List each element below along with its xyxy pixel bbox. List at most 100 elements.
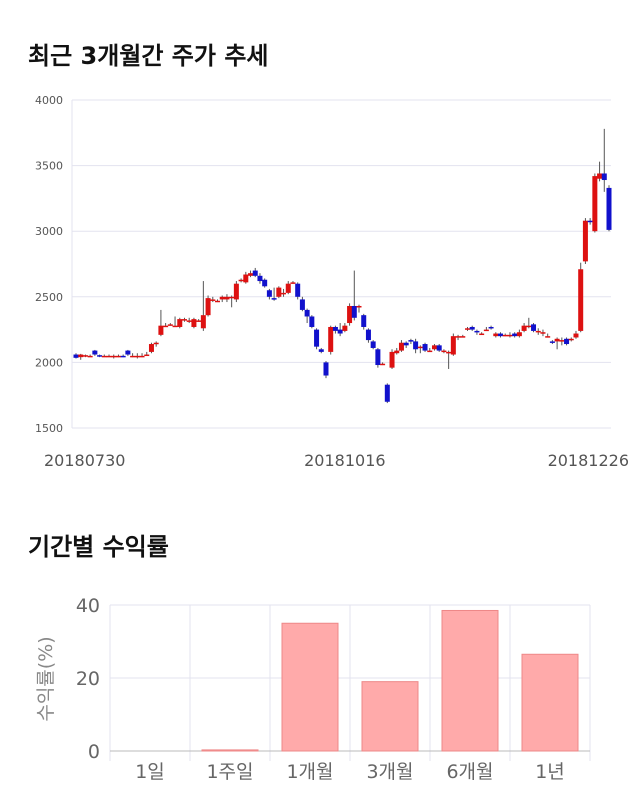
candle-body <box>281 292 287 295</box>
candle-body <box>78 354 84 358</box>
candle-body <box>347 305 353 324</box>
candle-body <box>365 329 371 341</box>
candle-body <box>464 328 470 330</box>
candle-body <box>200 315 206 329</box>
returns-x-tick-label: 3개월 <box>366 761 413 783</box>
candle-body <box>545 336 551 338</box>
price-gridlines <box>71 99 611 429</box>
candle-body <box>309 316 315 327</box>
candle-body <box>153 342 159 345</box>
candle-body <box>87 355 93 358</box>
price-y-ticks: 1500 2000 2500 3000 3500 4000 <box>35 94 63 435</box>
candle-body <box>243 274 249 283</box>
candle-body <box>498 333 504 337</box>
price-x-tick-label: 20181226 <box>548 451 629 470</box>
candle-body <box>502 334 508 337</box>
candle-body <box>304 309 310 317</box>
returns-bar <box>521 653 579 752</box>
price-x-tick-label: 20181016 <box>304 451 385 470</box>
candle-body <box>172 325 178 328</box>
candle-body <box>191 319 197 327</box>
candle-body <box>229 296 235 299</box>
returns-y-tick-label: 20 <box>76 668 100 690</box>
candle-body <box>512 333 518 337</box>
candle-body <box>469 326 475 330</box>
returns-bars <box>201 609 579 752</box>
candle-body <box>455 336 461 338</box>
candle-body <box>356 305 362 308</box>
candle-body <box>73 354 79 358</box>
candle-body <box>163 325 169 328</box>
returns-chart-title: 기간별 수익률 <box>28 533 169 561</box>
candle-body <box>516 332 522 337</box>
candle-body <box>342 325 348 331</box>
candle-body <box>328 326 334 352</box>
candle-body <box>115 355 121 358</box>
candle-body <box>446 351 452 354</box>
candle-body <box>431 345 437 350</box>
returns-x-tick-label: 1개월 <box>286 761 333 783</box>
returns-gridlines <box>109 604 591 761</box>
returns-x-ticks: 1일 1주일 1개월 3개월 6개월 1년 <box>135 761 565 783</box>
candle-body <box>276 287 282 297</box>
candle-body <box>224 296 230 300</box>
candle-body <box>337 329 343 334</box>
candle-body <box>389 351 395 368</box>
candle-body <box>205 298 211 316</box>
candle-body <box>384 384 390 402</box>
candle-body <box>573 333 579 338</box>
candle-body <box>219 296 225 300</box>
returns-x-tick-label: 6개월 <box>446 761 493 783</box>
candle-body <box>271 298 277 300</box>
candle-body <box>559 340 565 342</box>
candle-body <box>474 330 480 333</box>
candle-body <box>592 176 598 232</box>
price-chart: 1500 2000 2500 3000 3500 4000 20180730 2018101… <box>35 94 629 470</box>
candle-body <box>186 320 192 322</box>
price-y-tick-label: 2000 <box>35 356 63 369</box>
candle-body <box>295 283 301 297</box>
candle-body <box>285 283 291 293</box>
returns-bar <box>281 622 339 752</box>
candle-body <box>483 329 489 332</box>
candle-body <box>130 355 136 358</box>
price-y-tick-label: 2500 <box>35 291 63 304</box>
price-y-tick-label: 3000 <box>35 225 63 238</box>
returns-bar <box>441 609 499 752</box>
price-chart-title: 최근 3개월간 주가 추세 <box>28 42 269 70</box>
candle-body <box>158 325 164 335</box>
price-y-tick-label: 4000 <box>35 94 63 107</box>
returns-y-axis-label: 수익률(%) <box>35 636 57 721</box>
candle-body <box>398 342 404 351</box>
candle-body <box>394 350 400 354</box>
candle-body <box>427 350 433 353</box>
candle-body <box>601 173 607 181</box>
candle-body <box>318 349 324 352</box>
price-x-ticks: 20180730 20181016 20181226 <box>44 451 629 470</box>
returns-x-tick-label: 1일 <box>135 761 165 783</box>
price-x-tick-label: 20180730 <box>44 451 125 470</box>
candle-body <box>370 341 376 348</box>
candle-body <box>606 187 612 230</box>
candle-body <box>262 279 268 287</box>
candle-body <box>535 330 541 333</box>
candle-body <box>521 325 527 331</box>
candle-body <box>564 338 570 345</box>
candle-body <box>257 275 263 282</box>
candle-body <box>210 299 216 301</box>
candle-body <box>507 334 513 337</box>
candle-body <box>196 320 202 322</box>
candle-body <box>97 355 103 357</box>
candle-body <box>549 341 555 343</box>
candle-body <box>266 290 272 297</box>
candle-body <box>134 355 140 358</box>
candle-body <box>417 346 423 349</box>
returns-x-tick-label: 1년 <box>535 761 565 783</box>
returns-y-tick-label: 40 <box>76 595 100 617</box>
candle-body <box>554 338 560 342</box>
candle-body <box>450 336 456 355</box>
candle-body <box>101 355 107 358</box>
candle-body <box>238 279 244 282</box>
candle-body <box>578 269 584 331</box>
